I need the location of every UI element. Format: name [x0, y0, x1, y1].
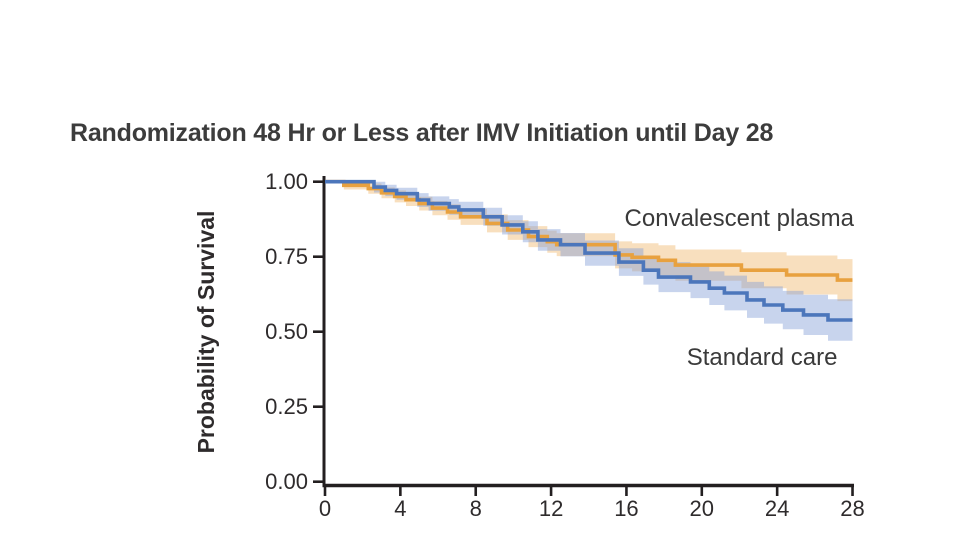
x-tick-label: 8 [469, 496, 482, 521]
y-tick-marks [313, 180, 323, 484]
survival-curve-standard-care [325, 179, 853, 322]
x-tick-label: 4 [394, 496, 407, 521]
survival-curves [325, 179, 853, 322]
y-tick-label: 0.50 [265, 318, 308, 344]
x-tick-label: 28 [840, 496, 865, 521]
x-tick-marks [323, 487, 854, 496]
x-tick-label: 20 [689, 496, 715, 521]
x-tick-label: 12 [538, 496, 564, 521]
y-tick-label: 0.25 [265, 393, 308, 419]
chart-title: Randomization 48 Hr or Less after IMV In… [70, 119, 774, 147]
y-tick-label: 0.00 [265, 468, 308, 494]
curve-label-convalescent-plasma: Convalescent plasma [624, 205, 854, 233]
curve-label-standard-care: Standard care [686, 344, 838, 372]
x-tick-label: 0 [318, 496, 332, 521]
x-tick-label: 16 [614, 496, 639, 521]
x-tick-label: 24 [764, 496, 790, 521]
y-tick-label: 0.75 [265, 243, 308, 269]
confidence-band-standard-care [325, 181, 853, 342]
axes [313, 176, 854, 496]
y-tick-label: 1.00 [265, 168, 308, 194]
